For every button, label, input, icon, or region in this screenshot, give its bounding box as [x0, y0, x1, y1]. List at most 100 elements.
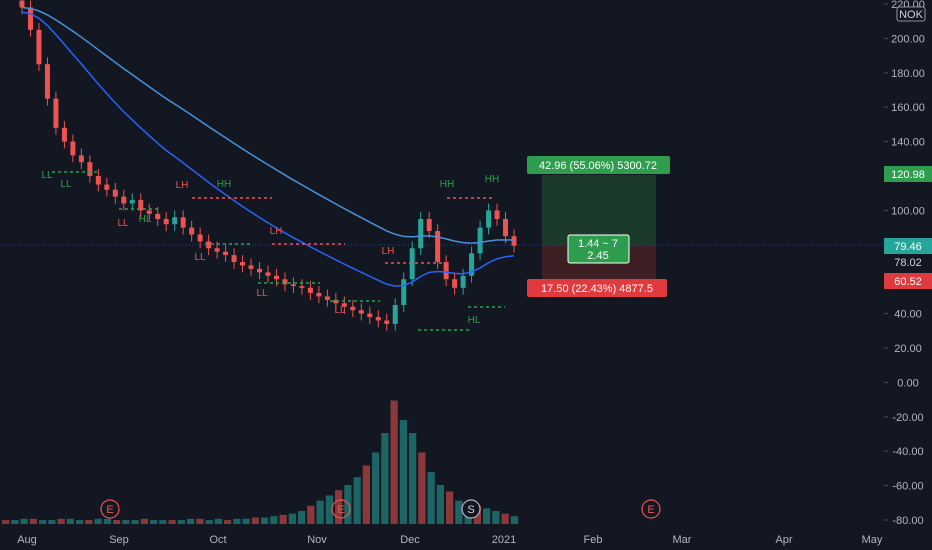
time-tick-label: Oct [209, 534, 226, 546]
candle-body [265, 272, 271, 276]
candle-body [180, 217, 186, 228]
volume-bar [57, 518, 65, 524]
candle-body [452, 279, 458, 288]
volume-bar [233, 518, 241, 524]
time-tick-label: Mar [673, 534, 692, 546]
volume-bar [261, 517, 269, 524]
event-markers: E E S E [100, 499, 661, 519]
volume-bar [113, 520, 121, 524]
candle-body [27, 7, 33, 30]
swing-label: LL [334, 305, 346, 316]
candle-body [299, 286, 305, 288]
time-tick-label: Dec [400, 534, 420, 546]
candle-body [401, 279, 407, 305]
swing-label: LH [270, 226, 283, 237]
candle-body [333, 299, 339, 304]
volume-bar [325, 495, 333, 524]
volume-bar [446, 491, 454, 524]
candle-body [409, 248, 415, 280]
price-tick-label: -20.00 [892, 412, 923, 424]
price-axis[interactable]: 220.00200.00180.00160.00140.00120.00100.… [884, 0, 925, 527]
volume-bar [196, 518, 204, 524]
swing-labels: LL LL HL LH HH LL LH LL LL LH LL HH HH HL [41, 170, 499, 326]
price-tick-label: -60.00 [892, 481, 923, 493]
candle-body [104, 184, 110, 190]
volume-bar [168, 520, 176, 524]
split-icon [461, 499, 481, 519]
volume-bar [2, 520, 10, 524]
loss-label-box [527, 279, 667, 297]
volume-bar [353, 477, 361, 524]
symbol-label: NOK [899, 9, 924, 21]
candles [19, 0, 517, 331]
volume-bar [48, 520, 56, 524]
candle-body [324, 296, 330, 300]
stop-price-tag: 60.52 [884, 273, 932, 289]
candle-body [384, 320, 390, 324]
swing-label: LL [117, 218, 129, 229]
candle-body [316, 292, 322, 297]
time-tick-label: Nov [307, 534, 327, 546]
profit-label: 42.96 (55.06%) 5300.72 [539, 160, 657, 172]
volume-bar [39, 520, 47, 524]
candle-body [206, 241, 212, 249]
time-tick-label: May [862, 534, 883, 546]
target-price-label: 120.98 [891, 169, 925, 181]
price-tick-label: 160.00 [891, 102, 925, 114]
swing-levels [52, 171, 505, 331]
candle-body [503, 219, 509, 237]
price-tick-label: 40.00 [894, 309, 922, 321]
volume-bar [298, 511, 306, 524]
earnings-event[interactable]: E [100, 499, 120, 519]
volume-bar [270, 516, 278, 524]
candle-body [341, 303, 347, 307]
price-tick-label: 0.00 [897, 377, 918, 389]
volume-bar [279, 514, 287, 524]
volume-bar [362, 465, 370, 524]
stop-price-label: 60.52 [894, 276, 922, 288]
candle-body [460, 275, 466, 288]
candle-body [435, 231, 441, 262]
risk-reward-ratio: 1.44 ~ 7 [578, 238, 618, 250]
candle-body [61, 127, 67, 142]
candle-body [290, 284, 296, 287]
time-tick-label: Aug [17, 534, 37, 546]
swing-label: LH [382, 246, 395, 257]
candle-body [36, 29, 42, 65]
volume-bar [344, 485, 352, 524]
candle-body [121, 196, 127, 204]
volume-bar [409, 433, 417, 524]
time-axis[interactable]: Aug Sep Oct Nov Dec 2021 Feb Mar Apr May [17, 534, 883, 546]
candle-body [19, 0, 25, 8]
volume-bar [29, 518, 37, 524]
volume-bar [159, 520, 167, 524]
candle-body [273, 275, 279, 280]
swing-label: HH [217, 179, 231, 190]
candle-body [486, 210, 492, 228]
price-tick-label: 180.00 [891, 68, 925, 80]
candle-body [189, 227, 195, 235]
earnings-event[interactable]: E [641, 499, 661, 519]
volume-bar [76, 520, 84, 524]
candle-body [282, 279, 288, 285]
swing-label: LL [60, 179, 72, 190]
earnings-event[interactable]: E [331, 499, 351, 519]
volume-bar [483, 508, 491, 524]
volume-bar [85, 520, 93, 524]
volume-bars [2, 400, 518, 524]
volume-bar [510, 516, 518, 524]
candle-body [155, 213, 161, 219]
volume-bar [242, 518, 250, 524]
candle-body [375, 317, 381, 321]
risk-reward-box[interactable] [567, 234, 630, 264]
loss-label: 17.50 (22.43%) 4877.5 [541, 283, 653, 295]
ma-fast-line [21, 11, 515, 287]
crosshair-price-tag: 78.02 [894, 257, 922, 269]
split-event[interactable]: S [461, 499, 481, 519]
volume-bar [381, 433, 389, 524]
price-tick-label: -80.00 [892, 515, 923, 527]
position-tool[interactable]: 42.96 (55.06%) 5300.72 17.50 (22.43%) 48… [527, 156, 670, 297]
volume-bar [150, 520, 158, 524]
candle-body [78, 155, 84, 163]
